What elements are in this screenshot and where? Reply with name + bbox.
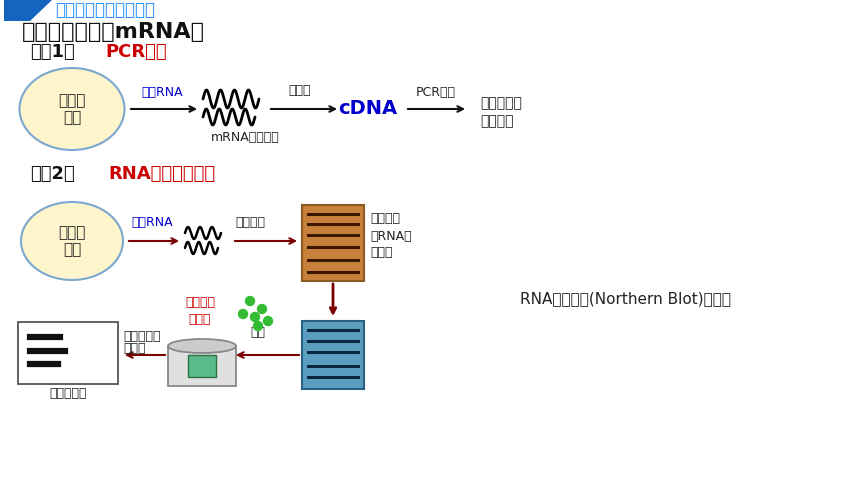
Text: 转基因: 转基因 bbox=[58, 93, 86, 108]
Text: mRNA作为模板: mRNA作为模板 bbox=[211, 131, 280, 144]
Text: 基因是否转录（mRNA）: 基因是否转录（mRNA） bbox=[22, 22, 205, 42]
Text: 生物: 生物 bbox=[63, 110, 81, 125]
Circle shape bbox=[250, 313, 260, 321]
Text: 逆转录: 逆转录 bbox=[289, 84, 311, 97]
Text: RNA分子杂交技术: RNA分子杂交技术 bbox=[108, 165, 215, 183]
Bar bbox=[188, 355, 216, 377]
Text: 目的基因: 目的基因 bbox=[480, 114, 513, 128]
Text: 方法1：: 方法1： bbox=[30, 43, 75, 61]
Text: 提取RNA: 提取RNA bbox=[141, 86, 183, 99]
Ellipse shape bbox=[20, 68, 125, 150]
Text: 生物: 生物 bbox=[63, 242, 81, 257]
Circle shape bbox=[263, 317, 273, 326]
Bar bbox=[302, 321, 364, 389]
Text: RNA分子杂交(Northern Blot)流程图: RNA分子杂交(Northern Blot)流程图 bbox=[520, 291, 731, 306]
Text: 提取RNA: 提取RNA bbox=[132, 216, 173, 229]
Bar bbox=[168, 346, 236, 386]
Text: 杂交: 杂交 bbox=[250, 326, 266, 339]
Text: 电泳分离: 电泳分离 bbox=[235, 216, 265, 229]
Bar bbox=[18, 322, 118, 384]
Circle shape bbox=[238, 309, 248, 318]
Circle shape bbox=[257, 304, 267, 314]
Text: 是否扩增出: 是否扩增出 bbox=[480, 96, 522, 110]
Text: PCR操作: PCR操作 bbox=[416, 86, 456, 99]
Text: cDNA: cDNA bbox=[339, 100, 397, 119]
Text: 放射自显影: 放射自显影 bbox=[49, 387, 87, 400]
Bar bbox=[302, 205, 364, 281]
Text: 转基因: 转基因 bbox=[58, 226, 86, 241]
Circle shape bbox=[245, 297, 255, 305]
Text: 标记的基
因探针: 标记的基 因探针 bbox=[185, 296, 215, 326]
Text: 洗去未结合: 洗去未结合 bbox=[123, 330, 161, 343]
Ellipse shape bbox=[21, 202, 123, 280]
Polygon shape bbox=[4, 0, 52, 21]
Ellipse shape bbox=[168, 339, 236, 353]
Text: 的探针: 的探针 bbox=[123, 342, 145, 354]
Text: 目的基因的检测与鉴定: 目的基因的检测与鉴定 bbox=[55, 1, 155, 19]
Text: PCR扩增: PCR扩增 bbox=[105, 43, 167, 61]
Text: 方法2：: 方法2： bbox=[30, 165, 75, 183]
Text: 不同大小
的RNA被
分离开: 不同大小 的RNA被 分离开 bbox=[370, 212, 412, 259]
Circle shape bbox=[254, 321, 262, 331]
